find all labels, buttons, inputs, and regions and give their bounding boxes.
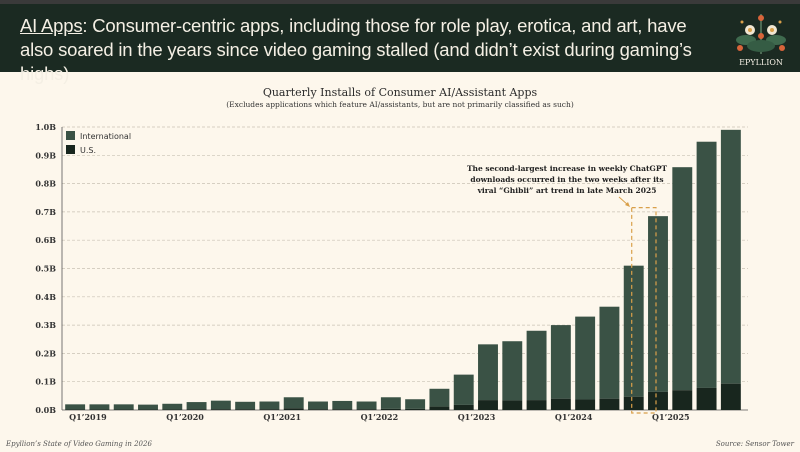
y-tick-label: 0.4B bbox=[35, 292, 56, 302]
footer-source: Source: Sensor Tower bbox=[715, 440, 794, 448]
bar-international bbox=[575, 316, 596, 400]
bar-international bbox=[648, 216, 668, 392]
bar-us bbox=[720, 383, 741, 410]
legend-label: International bbox=[80, 132, 131, 141]
bar-us bbox=[405, 408, 426, 410]
annotation-text: viral “Ghibli” art trend in late March 2… bbox=[477, 186, 657, 195]
bar-international bbox=[380, 397, 401, 409]
bar-international bbox=[235, 401, 256, 410]
y-tick-label: 0.1B bbox=[35, 377, 56, 387]
bar-international bbox=[138, 404, 158, 410]
bar-us bbox=[429, 406, 450, 410]
bar-international bbox=[502, 341, 523, 401]
bar-us bbox=[380, 408, 401, 410]
bar-us bbox=[453, 404, 474, 410]
bar-us bbox=[235, 409, 256, 410]
arrow-head-icon bbox=[625, 202, 630, 207]
bar-us bbox=[162, 409, 183, 410]
bar-us bbox=[502, 400, 523, 410]
y-tick-label: 0.9B bbox=[35, 150, 56, 160]
bar-international bbox=[453, 374, 474, 405]
footer-credit: Epyllion’s State of Video Gaming in 2026 bbox=[6, 440, 152, 448]
x-tick-label: Q1’2025 bbox=[652, 412, 690, 422]
x-tick-label: Q1’2024 bbox=[555, 412, 593, 422]
x-tick-label: Q1’2021 bbox=[263, 412, 301, 422]
annotation-text: downloads occurred in the two weeks afte… bbox=[470, 175, 663, 184]
bar-us bbox=[186, 409, 207, 410]
y-tick-label: 0.5B bbox=[35, 264, 56, 274]
bar-us bbox=[575, 399, 596, 410]
bar-us bbox=[210, 409, 231, 410]
bar-international bbox=[720, 129, 741, 384]
bar-international bbox=[65, 404, 86, 410]
bar-international bbox=[210, 400, 231, 410]
chart-title: Quarterly Installs of Consumer AI/Assist… bbox=[262, 86, 538, 99]
y-tick-label: 0.7B bbox=[35, 207, 56, 217]
legend-swatch bbox=[66, 131, 75, 140]
bar-international bbox=[356, 401, 377, 410]
bar-international bbox=[113, 404, 134, 410]
bar-us bbox=[696, 387, 717, 410]
bar-us bbox=[89, 409, 110, 410]
bar-international bbox=[429, 388, 450, 407]
y-tick-label: 0.2B bbox=[35, 348, 56, 358]
bar-us bbox=[138, 409, 158, 410]
x-tick-label: Q1’2023 bbox=[458, 412, 496, 422]
bar-us bbox=[283, 408, 304, 410]
y-tick-label: 0.6B bbox=[35, 235, 56, 245]
y-tick-label: 0.8B bbox=[35, 179, 56, 189]
bar-us bbox=[623, 396, 644, 410]
bar-international bbox=[405, 399, 426, 409]
bar-us bbox=[648, 391, 668, 410]
epyllion-logo: EPYLLION bbox=[728, 10, 794, 72]
bar-us bbox=[259, 409, 280, 410]
bar-us bbox=[550, 398, 571, 410]
bar-international bbox=[526, 330, 547, 401]
bar-international bbox=[550, 325, 571, 399]
y-tick-label: 1.0B bbox=[35, 122, 56, 132]
floral-logo-icon bbox=[736, 14, 786, 54]
y-tick-label: 0.3B bbox=[35, 320, 56, 330]
legend-label: U.S. bbox=[80, 146, 96, 155]
bar-international bbox=[162, 403, 183, 410]
bar-international bbox=[623, 265, 644, 397]
annotation-text: The second-largest increase in weekly Ch… bbox=[467, 164, 668, 173]
bar-us bbox=[526, 400, 547, 410]
bar-us bbox=[599, 398, 620, 410]
x-tick-label: Q1’2022 bbox=[361, 412, 399, 422]
y-tick-label: 0.0B bbox=[35, 405, 56, 415]
headline: AI Apps: Consumer-centric apps, includin… bbox=[20, 14, 710, 86]
bar-us bbox=[356, 409, 377, 410]
bar-us bbox=[65, 409, 86, 410]
legend-swatch bbox=[66, 145, 75, 154]
annotation-highlight-box bbox=[631, 207, 657, 414]
bar-us bbox=[308, 409, 328, 410]
bar-us bbox=[672, 390, 693, 410]
bar-us bbox=[113, 409, 134, 410]
bar-international bbox=[478, 344, 498, 401]
bar-us bbox=[478, 400, 498, 410]
bar-international bbox=[332, 400, 353, 410]
x-tick-label: Q1’2020 bbox=[166, 412, 204, 422]
headline-lead: AI Apps bbox=[20, 15, 83, 36]
bar-international bbox=[696, 141, 717, 388]
bar-international bbox=[89, 404, 110, 410]
bar-international bbox=[308, 401, 328, 410]
top-strip bbox=[0, 0, 800, 4]
bar-international bbox=[672, 167, 693, 391]
x-tick-label: Q1’2019 bbox=[69, 412, 107, 422]
bar-us bbox=[332, 409, 353, 410]
header: AI Apps: Consumer-centric apps, includin… bbox=[0, 4, 800, 84]
chart-subtitle: (Excludes applications which feature AI/… bbox=[226, 100, 574, 109]
bar-international bbox=[283, 397, 304, 409]
headline-text: : Consumer-centric apps, including those… bbox=[20, 15, 692, 84]
logo-text: EPYLLION bbox=[739, 58, 783, 67]
bar-international bbox=[599, 306, 620, 399]
bar-international bbox=[186, 402, 207, 410]
bar-international bbox=[259, 401, 280, 410]
